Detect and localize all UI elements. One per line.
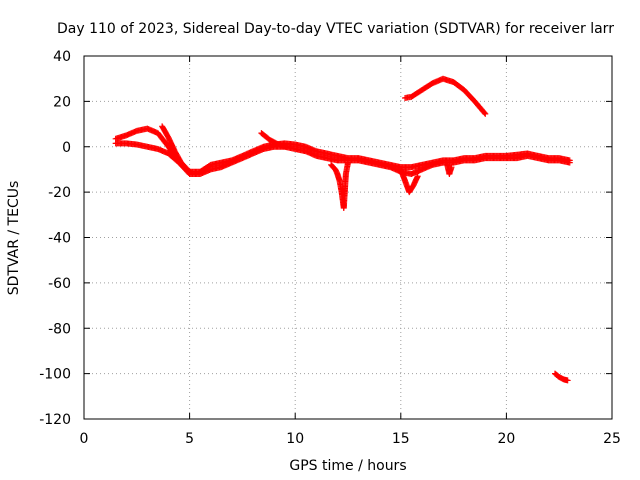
tick-labels: 0 5 10 15 20 25 -120 -100 -80 -60 -40 -20 0 20 40 [39, 49, 621, 447]
data-point-marker [566, 159, 573, 166]
x-axis-label: GPS time / hours [289, 458, 406, 474]
data-point-marker [186, 168, 193, 175]
data-markers [112, 75, 573, 384]
x-tick-label: 5 [185, 431, 194, 447]
data-point-marker [481, 109, 488, 116]
x-tick-label: 20 [497, 431, 515, 447]
x-tick-label: 25 [603, 431, 621, 447]
data-point-marker [482, 110, 489, 117]
y-tick-label: -80 [48, 321, 71, 337]
y-axis-label: SDTVAR / TECUs [6, 181, 22, 296]
y-tick-label: 20 [53, 94, 71, 110]
chart-title: Day 110 of 2023, Sidereal Day-to-day VTE… [57, 21, 614, 37]
data-point-marker [414, 173, 421, 180]
data-point-marker [345, 159, 351, 166]
y-tick-label: -40 [48, 231, 71, 247]
data-point-marker [185, 167, 192, 174]
data-point-marker [283, 143, 290, 150]
y-tick-label: -20 [48, 185, 71, 201]
data-point-marker [564, 377, 571, 384]
x-tick-label: 0 [80, 431, 89, 447]
y-tick-label: 40 [53, 49, 71, 65]
y-tick-label: 0 [62, 140, 71, 156]
plot-frame [83, 55, 613, 420]
x-tick-label: 15 [392, 431, 410, 447]
data-point-marker [448, 164, 455, 171]
grid [84, 56, 612, 419]
y-tick-label: -60 [48, 276, 71, 292]
y-tick-label: -120 [39, 412, 71, 428]
y-tick-label: -100 [39, 367, 71, 383]
x-tick-label: 10 [286, 431, 304, 447]
